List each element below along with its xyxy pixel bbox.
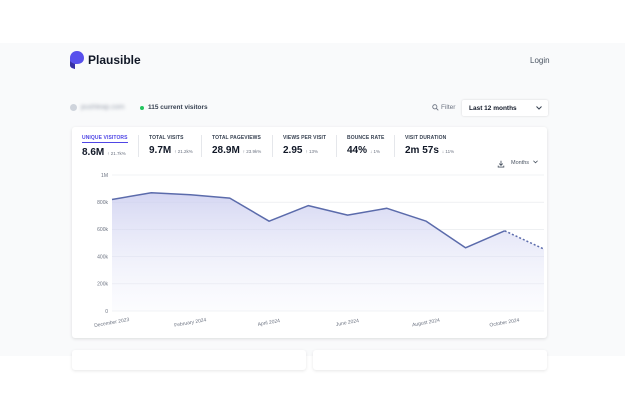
period-label: Last 12 months	[469, 104, 517, 112]
plausible-logo[interactable]: Plausible	[70, 51, 141, 69]
metric-unique-visitors[interactable]: UNIQUE VISITORS 8.6M ↑ 21.7k%	[82, 135, 128, 158]
series-line-forecast	[504, 230, 545, 250]
chevron-down-icon	[536, 106, 542, 110]
metric-label: VISIT DURATION	[405, 135, 447, 141]
interval-label: Months	[511, 160, 530, 166]
pages-card	[313, 350, 547, 370]
data-point[interactable]	[226, 194, 234, 202]
metric-label: UNIQUE VISITORS	[82, 135, 128, 143]
metric-divider	[138, 135, 139, 157]
x-tick-label: October 2024	[489, 317, 520, 328]
data-point[interactable]	[344, 211, 352, 219]
y-tick-label: 0	[105, 309, 108, 315]
filter-label: Filter	[441, 104, 456, 111]
metric-views-per-visit[interactable]: VIEWS PER VISIT 2.95 ↑ 13%	[283, 135, 326, 156]
site-domain: pushleap.com	[81, 104, 125, 111]
metric-value: 28.9M	[212, 145, 240, 156]
data-point[interactable]	[187, 191, 195, 199]
metric-visit-duration[interactable]: VISIT DURATION 2m 57s ↓ 11%	[405, 135, 454, 156]
metric-total-visits[interactable]: TOTAL VISITS 9.7M ↑ 21.2k%	[149, 135, 193, 156]
metric-change: ↑ 21.2k%	[174, 149, 193, 154]
metric-label: VIEWS PER VISIT	[283, 135, 327, 141]
search-icon	[432, 104, 439, 111]
x-tick-label: December 2023	[94, 317, 130, 329]
y-tick-label: 400k	[97, 254, 108, 260]
metric-divider	[394, 135, 395, 157]
data-point[interactable]	[501, 227, 509, 235]
metric-label: BOUNCE RATE	[347, 135, 385, 141]
metric-change: ↓ 1%	[370, 149, 381, 154]
metric-value: 2m 57s	[405, 145, 439, 156]
x-tick-label: February 2024	[174, 317, 207, 329]
metric-change: ↑ 13%	[305, 149, 318, 154]
metric-change: ↓ 11%	[441, 149, 455, 154]
y-tick-label: 800k	[97, 200, 108, 206]
y-tick-label: 600k	[97, 227, 108, 233]
site-switcher[interactable]: pushleap.com	[70, 104, 125, 111]
data-point[interactable]	[265, 217, 273, 225]
current-visitors[interactable]: 115 current visitors	[140, 104, 208, 111]
metric-bounce-rate[interactable]: BOUNCE RATE 44% ↓ 1%	[347, 135, 384, 156]
metric-label: TOTAL VISITS	[149, 135, 184, 141]
data-point[interactable]	[108, 195, 116, 203]
x-tick-label: August 2024	[412, 318, 441, 329]
y-tick-label: 200k	[97, 282, 108, 288]
data-point[interactable]	[461, 244, 469, 252]
metric-value: 44%	[347, 145, 368, 156]
data-point[interactable]	[422, 217, 430, 225]
data-point[interactable]	[147, 189, 155, 197]
metric-label: TOTAL PAGEVIEWS	[212, 135, 261, 141]
metric-divider	[201, 135, 202, 157]
period-dropdown[interactable]: Last 12 months	[462, 100, 548, 116]
metric-value: 8.6M	[82, 147, 105, 158]
chevron-down-icon	[532, 160, 538, 164]
series-area	[112, 192, 544, 311]
x-tick-label: June 2024	[335, 318, 359, 328]
live-dot-icon	[140, 105, 144, 110]
sources-card	[72, 350, 306, 370]
metric-value: 2.95	[283, 145, 303, 156]
data-point[interactable]	[304, 202, 312, 210]
series-line	[111, 191, 505, 249]
login-link[interactable]: Login	[530, 56, 550, 65]
visitors-line-chart: 0 200k 400k 600k 800k 1M December 2023 Februar…	[94, 173, 545, 329]
x-tick-label: April 2024	[257, 318, 280, 328]
metric-total-pageviews[interactable]: TOTAL PAGEVIEWS 28.9M ↑ 23.9k%	[212, 135, 261, 156]
metric-value: 9.7M	[149, 145, 172, 156]
logo-icon	[70, 51, 84, 69]
metric-change: ↑ 23.9k%	[242, 149, 262, 154]
y-tick-label: 1M	[101, 173, 108, 179]
logo-text: Plausible	[88, 53, 141, 67]
filter-button[interactable]: Filter	[432, 104, 455, 111]
metric-change: ↑ 21.7k%	[107, 151, 126, 156]
interval-dropdown[interactable]: Months	[511, 160, 538, 166]
current-visitors-label: 115 current visitors	[148, 104, 208, 111]
data-point[interactable]	[383, 204, 391, 212]
metric-divider	[272, 135, 273, 157]
site-favicon-icon	[70, 104, 77, 111]
download-icon[interactable]	[497, 160, 505, 168]
metric-divider	[336, 135, 337, 157]
